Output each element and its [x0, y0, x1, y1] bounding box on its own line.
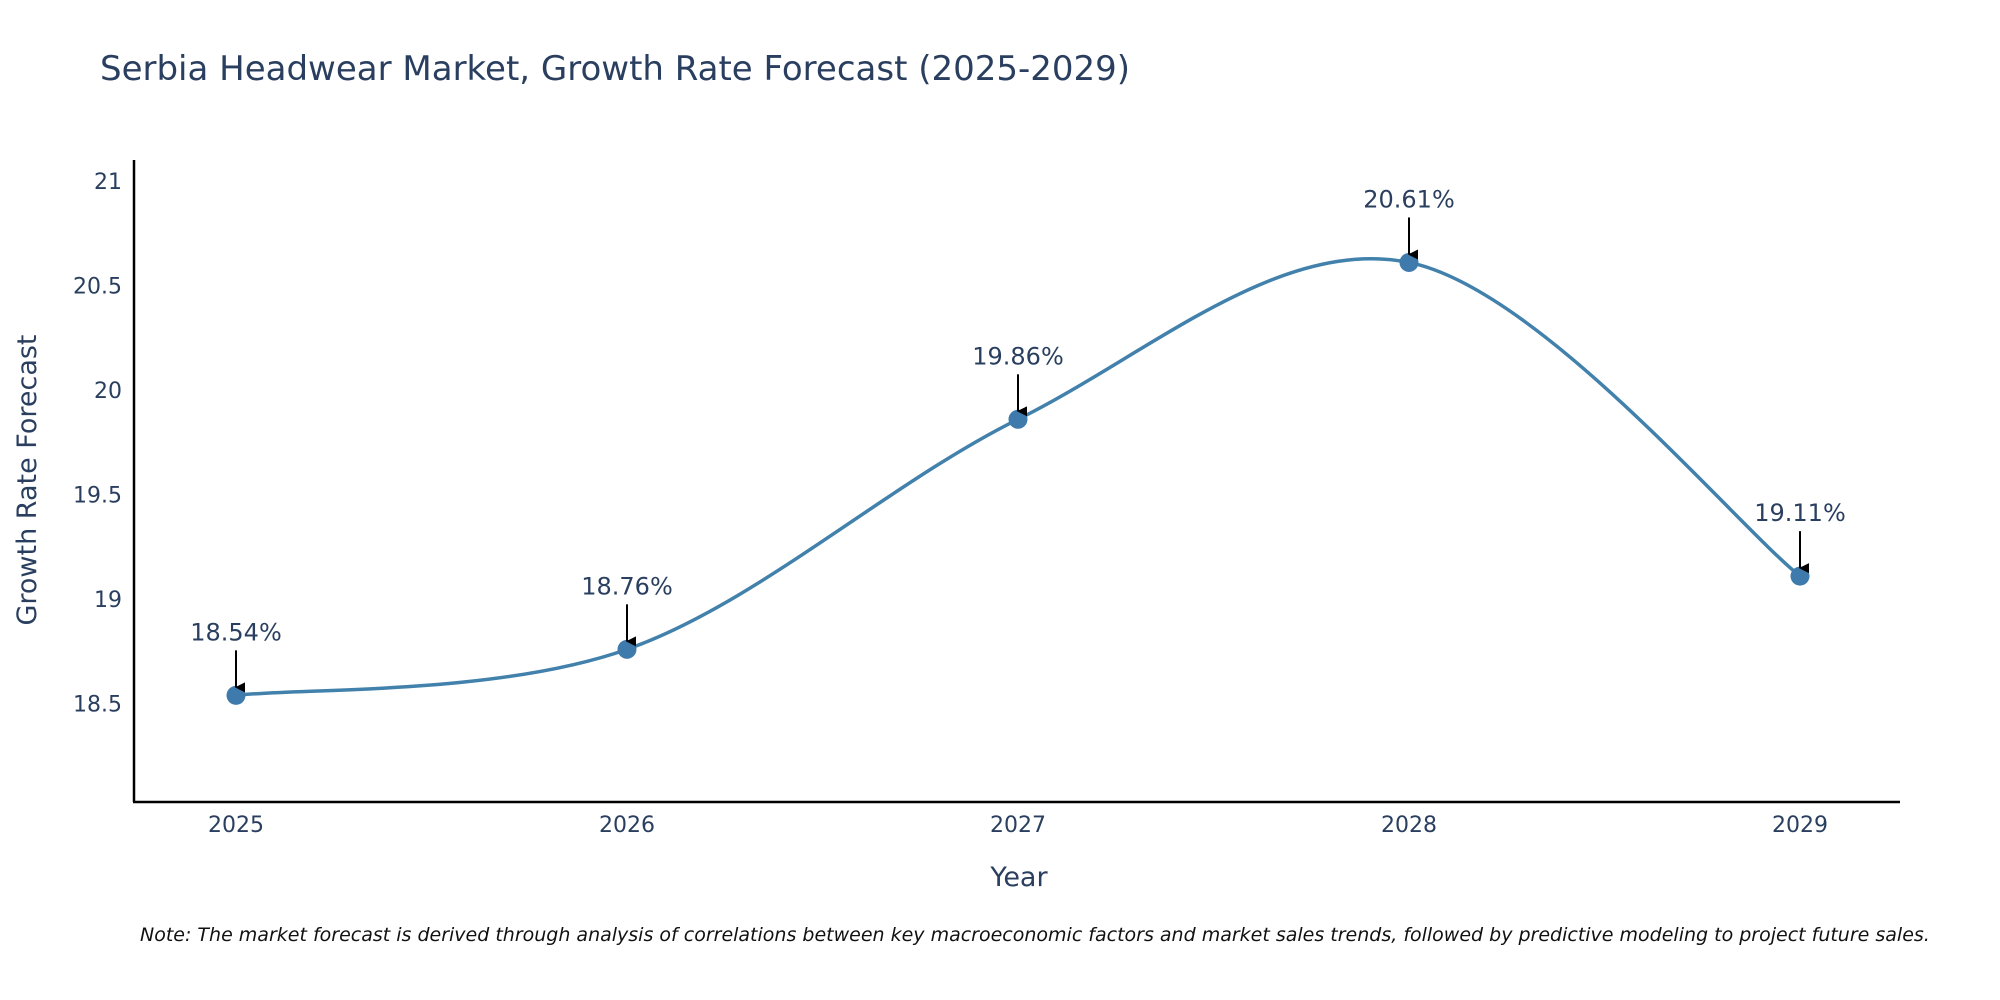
y-tick-label: 19.5: [73, 484, 122, 509]
x-tick-label: 2027: [990, 813, 1046, 838]
data-point-2026: [617, 639, 637, 659]
data-label: 18.76%: [581, 572, 673, 600]
y-tick-label: 19: [94, 588, 122, 613]
x-tick-label: 2026: [599, 813, 655, 838]
chart-title: Serbia Headwear Market, Growth Rate Fore…: [100, 49, 1130, 89]
data-point-2025: [226, 685, 246, 705]
data-label: 19.86%: [972, 342, 1064, 370]
y-tick-label: 20.5: [73, 274, 122, 299]
x-axis-ticks: 2025 2026 2027 2028 2029: [208, 813, 1828, 838]
series-line: [235, 257, 1802, 698]
footnote: Note: The market forecast is derived thr…: [140, 924, 1930, 946]
data-label: 19.11%: [1754, 499, 1846, 527]
y-tick-label: 20: [94, 379, 122, 404]
data-label: 20.61%: [1363, 185, 1455, 213]
data-markers: [226, 252, 1810, 705]
y-axis-title: Growth Rate Forecast: [12, 334, 43, 625]
x-tick-label: 2029: [1772, 813, 1828, 838]
data-annotations: 18.54% 18.76% 19.86% 20.61% 19.11%: [190, 185, 1846, 693]
y-axis-ticks: 18.5 19 19.5 20 20.5 21: [73, 170, 122, 718]
x-tick-label: 2028: [1381, 813, 1437, 838]
data-point-2027: [1008, 409, 1028, 429]
x-axis-title: Year: [989, 862, 1048, 893]
y-tick-label: 21: [94, 170, 122, 195]
x-tick-label: 2025: [208, 813, 264, 838]
data-label: 18.54%: [190, 618, 282, 646]
data-point-2029: [1790, 566, 1810, 586]
y-tick-label: 18.5: [73, 693, 122, 718]
data-point-2028: [1399, 252, 1419, 272]
